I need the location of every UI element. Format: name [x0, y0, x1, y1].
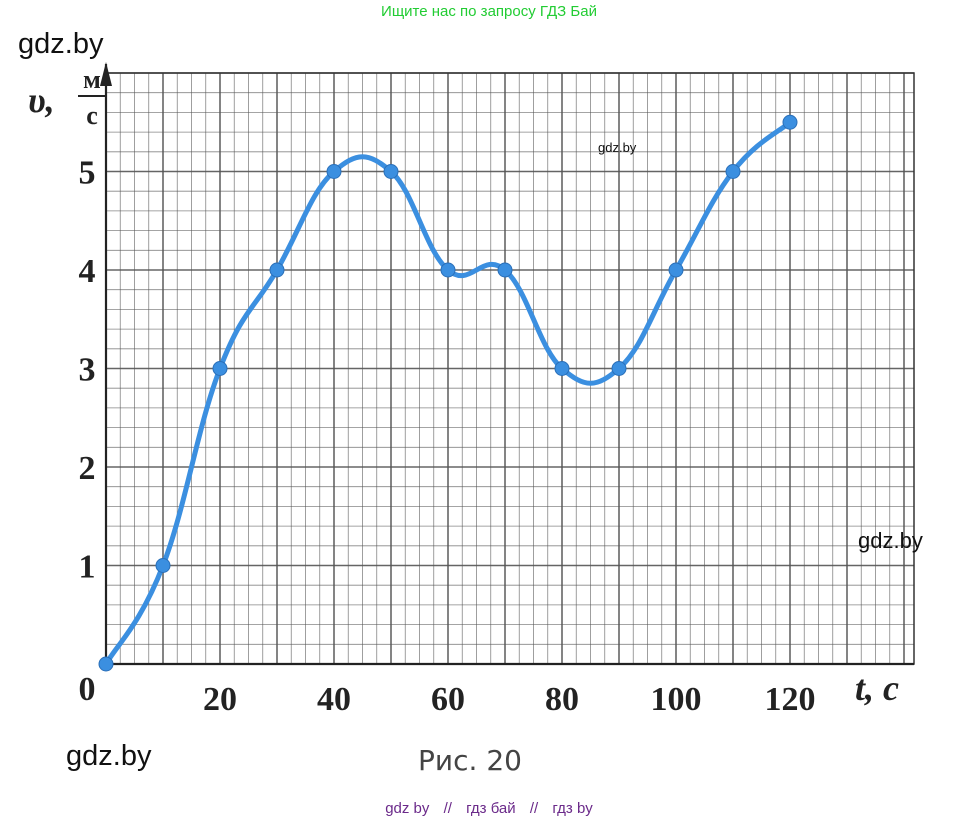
x-axis-label: t, с: [855, 668, 899, 708]
x-tick-label: 120: [765, 681, 816, 718]
data-point: [725, 164, 741, 179]
watermark-top-left: gdz.by: [18, 28, 104, 60]
y-tick-label: 5: [79, 155, 96, 192]
y-tick-label: 1: [79, 549, 96, 586]
data-point: [212, 361, 228, 376]
footer-link-1[interactable]: gdz by: [385, 800, 430, 817]
footer-sep-1: //: [443, 800, 452, 817]
y-axis-unit-den: с: [86, 101, 98, 130]
footer-sep-2: //: [529, 800, 539, 817]
x-tick-label: 60: [431, 681, 465, 718]
x-tick-label: 40: [317, 681, 351, 718]
y-tick-label: 3: [79, 352, 96, 389]
data-point: [497, 262, 513, 278]
footer-links: gdz by // гдз бай // гдз by: [0, 800, 978, 817]
footer-link-3[interactable]: гдз by: [552, 800, 593, 817]
tick-labels: 20 40 60 80 100 120 1 2 3 4 5 0: [79, 155, 816, 719]
axes: [100, 62, 914, 666]
data-point: [326, 164, 342, 179]
y-axis-label: υ,: [28, 80, 55, 120]
watermark-right: gdz.by: [858, 528, 923, 553]
axis-labels: υ, мс t, с Рис. 20: [28, 65, 899, 777]
series-line: [103, 119, 793, 667]
watermark-bottom-left: gdz.by: [66, 740, 152, 772]
y-axis-unit-num: м: [83, 65, 101, 94]
data-point: [98, 656, 114, 672]
series: [98, 114, 798, 672]
watermark-center: gdz.by: [598, 140, 637, 155]
data-point: [440, 262, 456, 278]
top-banner[interactable]: Ищите нас по запросу ГДЗ Бай: [381, 3, 597, 20]
data-point: [554, 361, 570, 376]
y-tick-label: 2: [79, 450, 96, 487]
data-point: [155, 558, 171, 573]
x-tick-label: 80: [545, 681, 579, 718]
y-tick-label: 4: [79, 253, 96, 290]
data-point: [782, 114, 798, 130]
x-tick-label: 20: [203, 681, 237, 718]
grid: [105, 72, 915, 665]
figure-caption: Рис. 20: [418, 744, 522, 777]
data-point: [383, 164, 399, 179]
data-point: [269, 262, 285, 278]
x-tick-label: 100: [651, 681, 702, 718]
data-point: [668, 262, 684, 278]
y-axis-arrow: [100, 62, 112, 86]
origin-label: 0: [79, 671, 96, 708]
data-point: [611, 361, 627, 376]
footer-link-2[interactable]: гдз бай: [466, 800, 516, 817]
